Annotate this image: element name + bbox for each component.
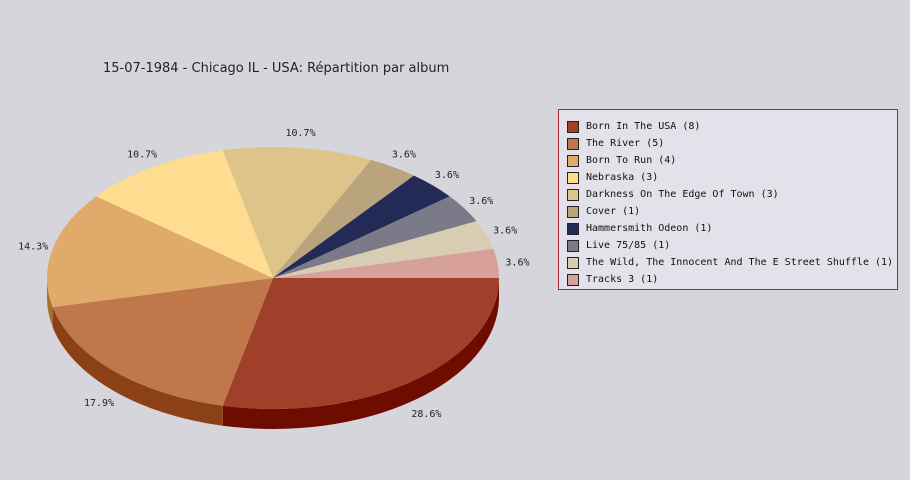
legend-item-8: The Wild, The Innocent And The E Street … [567, 254, 897, 271]
legend-item-9: Tracks 3 (1) [567, 271, 897, 288]
legend-item-1: The River (5) [567, 135, 897, 152]
legend-label-4: Darkness On The Edge Of Town (3) [586, 189, 779, 200]
pie-label-1: 17.9% [84, 398, 114, 409]
pie-label-8: 3.6% [493, 225, 517, 236]
pie-label-4: 10.7% [285, 128, 315, 139]
pie-label-5: 3.6% [392, 150, 416, 161]
legend-item-5: Cover (1) [567, 203, 897, 220]
pie-slice-6 [273, 175, 450, 278]
pie-label-6: 3.6% [435, 170, 459, 181]
pie-side-1 [52, 307, 223, 426]
pie-percent-labels: 28.6% 17.9% 14.3% 10.7% 10.7% 3.6% 3.6% 3.6% 3.6… [18, 128, 529, 420]
legend-label-8: The Wild, The Innocent And The E Street … [586, 257, 894, 268]
legend-item-4: Darkness On The Edge Of Town (3) [567, 186, 897, 203]
legend-swatch-3 [567, 171, 579, 184]
pie-slices [46, 147, 499, 409]
pie-side-0 [222, 278, 499, 429]
legend-label-5: Cover (1) [586, 206, 641, 217]
pie-label-7: 3.6% [469, 196, 493, 207]
legend-item-2: Born To Run (4) [567, 152, 897, 169]
legend-label-6: Hammersmith Odeon (1) [586, 223, 713, 234]
legend-swatch-2 [567, 154, 579, 167]
pie-label-0: 28.6% [411, 409, 441, 420]
legend-item-7: Live 75/85 (1) [567, 237, 897, 254]
pie-side-2 [47, 278, 53, 328]
pie-label-2: 14.3% [18, 241, 48, 252]
legend: Born In The USA (8) The River (5) Born To … [558, 109, 898, 290]
legend-label-9: Tracks 3 (1) [586, 274, 659, 285]
legend-swatch-9 [567, 273, 579, 286]
pie-slice-5 [273, 159, 414, 278]
pie-slice-8 [273, 221, 494, 278]
pie-slice-4 [222, 147, 372, 278]
pie-side-walls [47, 278, 499, 429]
legend-swatch-6 [567, 222, 579, 235]
pie-slice-1 [52, 278, 273, 406]
legend-swatch-7 [567, 239, 579, 252]
legend-label-3: Nebraska (3) [586, 172, 659, 183]
legend-swatch-0 [567, 120, 579, 133]
legend-label-7: Live 75/85 (1) [586, 240, 671, 251]
chart-title: 15-07-1984 - Chicago IL - USA: Répartiti… [103, 61, 450, 76]
legend-swatch-8 [567, 256, 579, 269]
legend-label-2: Born To Run (4) [586, 155, 677, 166]
pie-label-3: 10.7% [127, 150, 157, 161]
legend-label-0: Born In The USA (8) [586, 121, 701, 132]
pie-slice-3 [96, 150, 273, 278]
pie-label-9: 3.6% [505, 258, 529, 269]
legend-item-3: Nebraska (3) [567, 169, 897, 186]
legend-item-0: Born In The USA (8) [567, 118, 897, 135]
legend-item-6: Hammersmith Odeon (1) [567, 220, 897, 237]
legend-swatch-5 [567, 205, 579, 218]
pie-slice-7 [273, 196, 477, 278]
legend-label-1: The River (5) [586, 138, 665, 149]
pie-slice-0 [222, 278, 499, 409]
legend-swatch-1 [567, 137, 579, 150]
pie-slice-2 [46, 196, 274, 308]
pie-slice-9 [273, 248, 499, 278]
legend-swatch-4 [567, 188, 579, 201]
